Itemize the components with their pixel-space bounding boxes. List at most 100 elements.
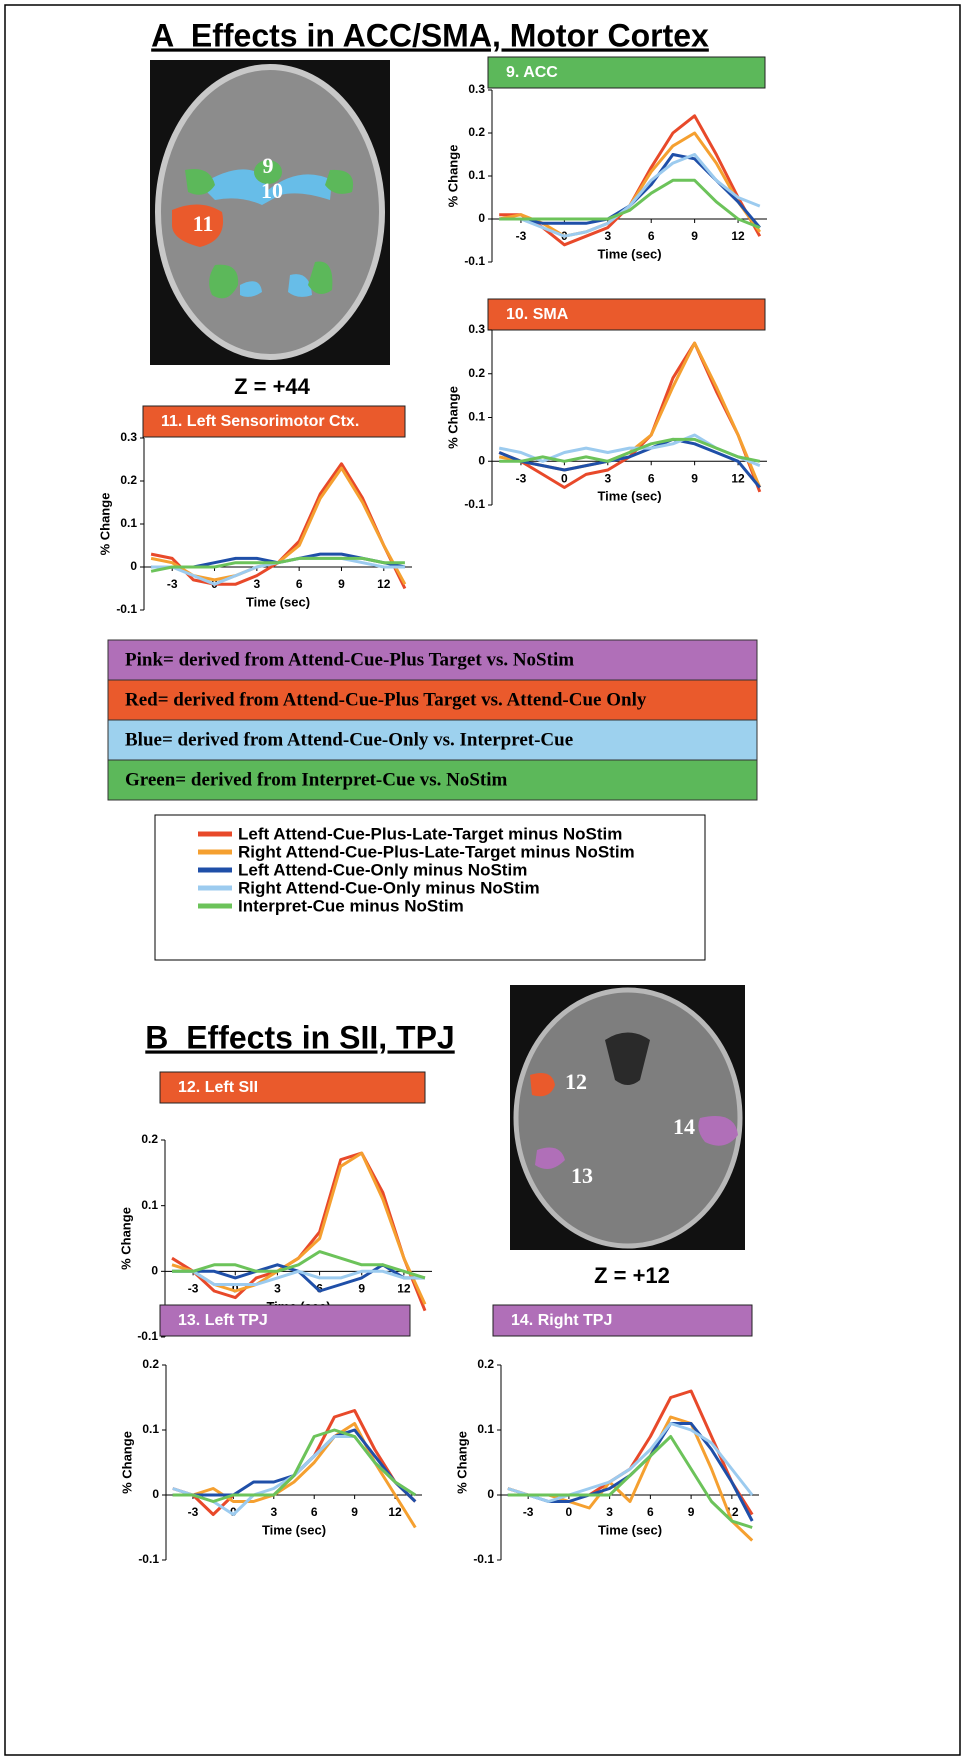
- x-tick-label: 9: [688, 1505, 695, 1519]
- region-label: 13: [571, 1163, 593, 1188]
- color-key: Pink= derived from Attend-Cue-Plus Targe…: [107, 639, 758, 801]
- y-tick-label: -0.1: [464, 497, 485, 511]
- legend-label: Left Attend-Cue-Only minus NoStim: [238, 860, 527, 879]
- y-tick-label: 0.1: [477, 1422, 494, 1436]
- slice-caption: Z = +12: [594, 1263, 670, 1288]
- series-line: [150, 462, 407, 590]
- line-chart: 11. Left Sensorimotor Ctx. -0.1 0 0.1 0.2 0.3…: [97, 405, 412, 616]
- x-tick-label: 12: [377, 577, 391, 591]
- chart-title: 14. Right TPJ: [511, 1312, 612, 1329]
- legend-label: Right Attend-Cue-Plus-Late-Target minus …: [238, 842, 635, 861]
- series-line: [507, 1435, 753, 1529]
- y-axis-label: % Change: [97, 493, 112, 556]
- key-row: [107, 759, 758, 801]
- chart-header: [142, 405, 406, 438]
- x-tick-label: 3: [604, 229, 611, 243]
- x-tick-label: 6: [648, 229, 655, 243]
- series-line: [171, 1151, 427, 1312]
- line-chart: 10. SMA -0.1 0 0.1 0.2 0.3 -3 0 3 6 9 12 Time (sec)%…: [445, 298, 767, 511]
- x-tick-label: -3: [188, 1282, 199, 1296]
- region: [209, 264, 239, 299]
- region: [325, 169, 354, 194]
- y-tick-label: 0.2: [468, 125, 485, 139]
- chart-header: [159, 1071, 426, 1104]
- y-tick-label: 0: [130, 559, 137, 573]
- key-row: [107, 679, 758, 721]
- series-line: [172, 1428, 417, 1503]
- y-tick-label: 0.1: [120, 516, 137, 530]
- x-tick-label: 0: [566, 1505, 573, 1519]
- y-tick-label: 0: [478, 211, 485, 225]
- y-tick-label: 0: [152, 1487, 159, 1501]
- region-label: 9: [263, 153, 274, 178]
- x-tick-label: 0: [561, 471, 568, 485]
- y-tick-label: 0: [478, 453, 485, 467]
- series-line: [150, 556, 405, 573]
- chart-title: 9. ACC: [506, 64, 558, 81]
- region: [530, 1072, 555, 1097]
- region-label: 12: [565, 1069, 587, 1094]
- region-label: 14: [673, 1114, 695, 1139]
- legend-label: Interpret-Cue minus NoStim: [238, 896, 464, 915]
- x-tick-label: 0: [232, 1282, 239, 1296]
- ventricle: [605, 1032, 650, 1085]
- series-line: [499, 437, 761, 463]
- chart-header: [487, 56, 766, 89]
- region: [535, 1147, 565, 1169]
- x-tick-label: 6: [311, 1505, 318, 1519]
- series-line: [172, 1250, 426, 1280]
- key-text: Blue= derived from Attend-Cue-Only vs. I…: [125, 729, 573, 750]
- x-tick-label: 6: [647, 1505, 654, 1519]
- x-tick-label: 12: [731, 471, 745, 485]
- x-tick-label: 12: [388, 1505, 402, 1519]
- x-tick-label: 3: [270, 1505, 277, 1519]
- x-tick-label: -3: [167, 577, 178, 591]
- region-label: 10: [261, 178, 283, 203]
- brain: [513, 987, 743, 1249]
- series-line: [498, 437, 761, 489]
- x-tick-label: -3: [516, 229, 527, 243]
- x-tick-label: 9: [691, 471, 698, 485]
- x-tick-label: 3: [604, 471, 611, 485]
- key-text: Pink= derived from Attend-Cue-Plus Targe…: [125, 649, 574, 670]
- x-tick-label: 12: [731, 229, 745, 243]
- x-tick-label: 3: [253, 577, 260, 591]
- y-tick-label: 0.2: [477, 1357, 494, 1371]
- chart-header: [492, 1304, 753, 1337]
- legend: Left Attend-Cue-Plus-Late-Target minus N…: [198, 824, 635, 915]
- x-tick-label: 9: [358, 1282, 365, 1296]
- series-line: [499, 153, 761, 238]
- x-tick-label: 9: [691, 229, 698, 243]
- chart-title: 11. Left Sensorimotor Ctx.: [161, 413, 359, 430]
- y-tick-label: 0.2: [141, 1132, 158, 1146]
- x-tick-label: -3: [516, 471, 527, 485]
- x-axis-label: Time (sec): [597, 489, 661, 504]
- region: [172, 204, 224, 247]
- y-tick-label: 0.1: [141, 1198, 158, 1212]
- line-chart: 13. Left TPJ -0.1 0 0.1 0.2 -3 0 3 6 9 12 Time (sec…: [119, 1304, 422, 1566]
- x-tick-label: 9: [351, 1505, 358, 1519]
- x-tick-label: 9: [338, 577, 345, 591]
- y-tick-label: -0.1: [473, 1552, 494, 1566]
- region: [254, 160, 282, 184]
- y-tick-label: 0.3: [468, 322, 485, 336]
- y-tick-label: 0.3: [120, 430, 137, 444]
- y-tick-label: 0.1: [142, 1422, 159, 1436]
- region: [698, 1116, 738, 1146]
- region: [200, 169, 332, 205]
- y-tick-label: -0.1: [138, 1552, 159, 1566]
- x-tick-label: 0: [230, 1505, 237, 1519]
- x-tick-label: 12: [397, 1282, 411, 1296]
- y-tick-label: 0.2: [120, 473, 137, 487]
- x-tick-label: 3: [274, 1282, 281, 1296]
- key-row: [107, 719, 758, 761]
- y-axis-label: % Change: [118, 1207, 133, 1270]
- x-tick-label: 6: [316, 1282, 323, 1296]
- y-axis-label: % Change: [454, 1431, 469, 1494]
- slice-caption: Z = +44: [234, 374, 311, 399]
- charts: 9. ACC -0.1 0 0.1 0.2 0.3 -3 0 3 6 9 12 Time (sec) % …: [97, 56, 767, 1566]
- y-axis-label: % Change: [445, 145, 460, 208]
